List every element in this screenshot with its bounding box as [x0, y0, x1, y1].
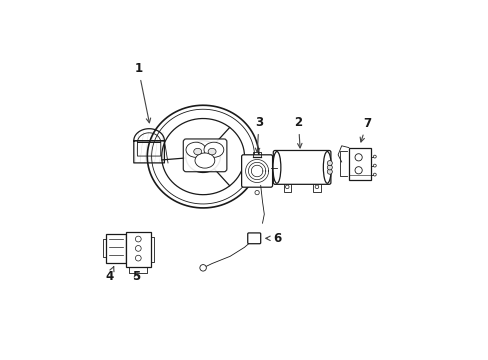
Ellipse shape	[203, 142, 224, 157]
Circle shape	[314, 185, 318, 189]
Circle shape	[373, 155, 375, 158]
Text: 6: 6	[265, 232, 281, 245]
Ellipse shape	[193, 148, 201, 155]
Circle shape	[135, 255, 141, 261]
Circle shape	[135, 246, 141, 251]
Ellipse shape	[323, 152, 330, 183]
Circle shape	[200, 265, 206, 271]
Ellipse shape	[195, 153, 214, 168]
Circle shape	[354, 167, 362, 174]
FancyBboxPatch shape	[183, 139, 226, 172]
Bar	[106, 234, 125, 263]
Text: 5: 5	[132, 270, 141, 283]
FancyBboxPatch shape	[241, 155, 272, 187]
Circle shape	[326, 161, 332, 166]
Circle shape	[135, 236, 141, 242]
FancyBboxPatch shape	[273, 150, 330, 184]
Circle shape	[373, 173, 375, 176]
Circle shape	[354, 154, 362, 161]
Text: 4: 4	[105, 267, 114, 283]
Circle shape	[254, 190, 259, 195]
FancyBboxPatch shape	[247, 233, 260, 244]
Text: 3: 3	[254, 116, 263, 153]
Ellipse shape	[185, 142, 205, 157]
Bar	[125, 232, 151, 267]
Ellipse shape	[272, 152, 280, 183]
Circle shape	[326, 169, 332, 174]
Circle shape	[373, 164, 375, 167]
Bar	[283, 183, 290, 192]
Bar	[313, 183, 320, 192]
Text: 2: 2	[294, 116, 302, 148]
Circle shape	[326, 165, 332, 170]
Circle shape	[285, 185, 288, 189]
Ellipse shape	[208, 148, 216, 155]
Bar	[348, 148, 370, 180]
Text: 7: 7	[359, 117, 370, 142]
Text: 1: 1	[134, 62, 150, 123]
